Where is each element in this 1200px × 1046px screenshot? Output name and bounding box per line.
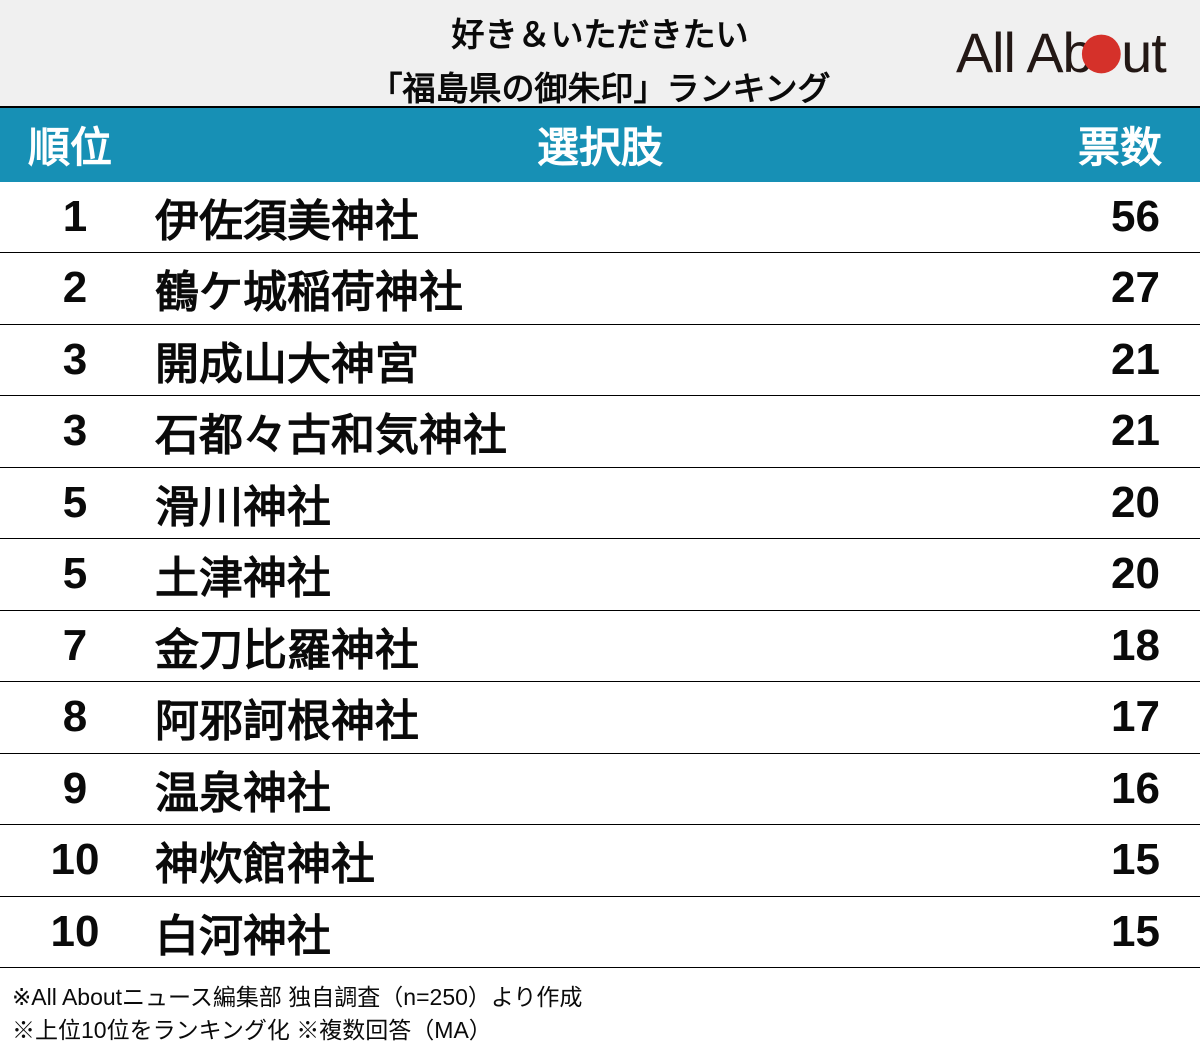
svg-text:All Ab: All Ab: [956, 22, 1093, 84]
svg-text:ut: ut: [1121, 22, 1167, 84]
